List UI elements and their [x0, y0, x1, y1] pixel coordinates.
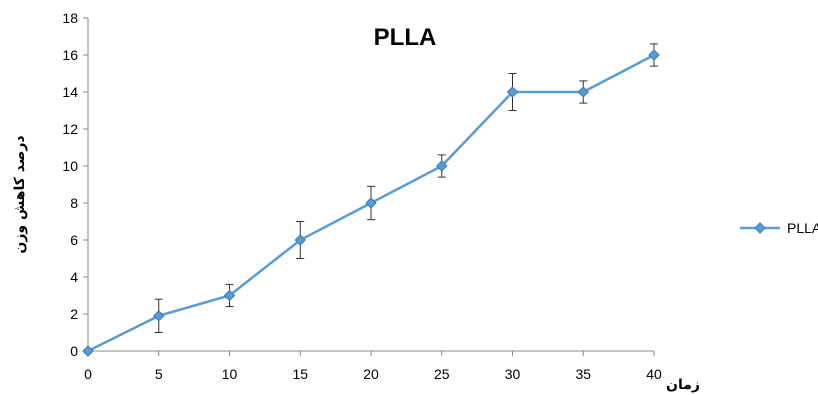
y-tick-label: 8 — [70, 195, 78, 211]
y-tick-label: 16 — [62, 47, 78, 63]
data-point — [223, 289, 236, 302]
data-point — [648, 49, 660, 61]
y-tick-label: 4 — [70, 269, 78, 285]
x-tick-label: 20 — [363, 366, 379, 382]
legend-label: PLLA — [787, 220, 818, 236]
data-point — [82, 345, 94, 357]
data-point — [577, 86, 589, 98]
data-point — [294, 234, 306, 246]
legend: PLLA — [740, 220, 818, 236]
x-tick-label: 15 — [292, 366, 308, 382]
data-point — [153, 310, 165, 322]
y-tick-label: 6 — [70, 232, 78, 248]
y-axis-label: درصد کاهش وزن — [12, 135, 28, 253]
x-tick-label: 40 — [646, 366, 662, 382]
axes: 0 2 4 6 8 10 12 14 16 18 0 5 10 15 20 25 30 35 40 — [62, 10, 662, 382]
chart-title: PLLA — [374, 24, 437, 51]
x-tick-label: 30 — [505, 366, 521, 382]
y-tick-label: 18 — [62, 10, 78, 26]
legend-marker — [754, 222, 766, 234]
y-tick-label: 14 — [62, 84, 78, 100]
y-tick-label: 0 — [70, 343, 78, 359]
data-point — [506, 86, 519, 98]
series-layer — [82, 43, 660, 357]
x-tick-label: 5 — [155, 366, 163, 382]
y-tick-label: 10 — [62, 158, 78, 174]
x-tick-label: 10 — [222, 366, 238, 382]
y-tick-label: 2 — [70, 306, 78, 322]
y-tick-label: 12 — [62, 121, 78, 137]
data-point — [436, 160, 448, 172]
data-point — [365, 197, 377, 209]
x-axis-label: زمان — [666, 377, 700, 393]
x-tick-label: 25 — [434, 366, 450, 382]
x-tick-label: 35 — [575, 366, 591, 382]
x-tick-label: 0 — [84, 366, 92, 382]
